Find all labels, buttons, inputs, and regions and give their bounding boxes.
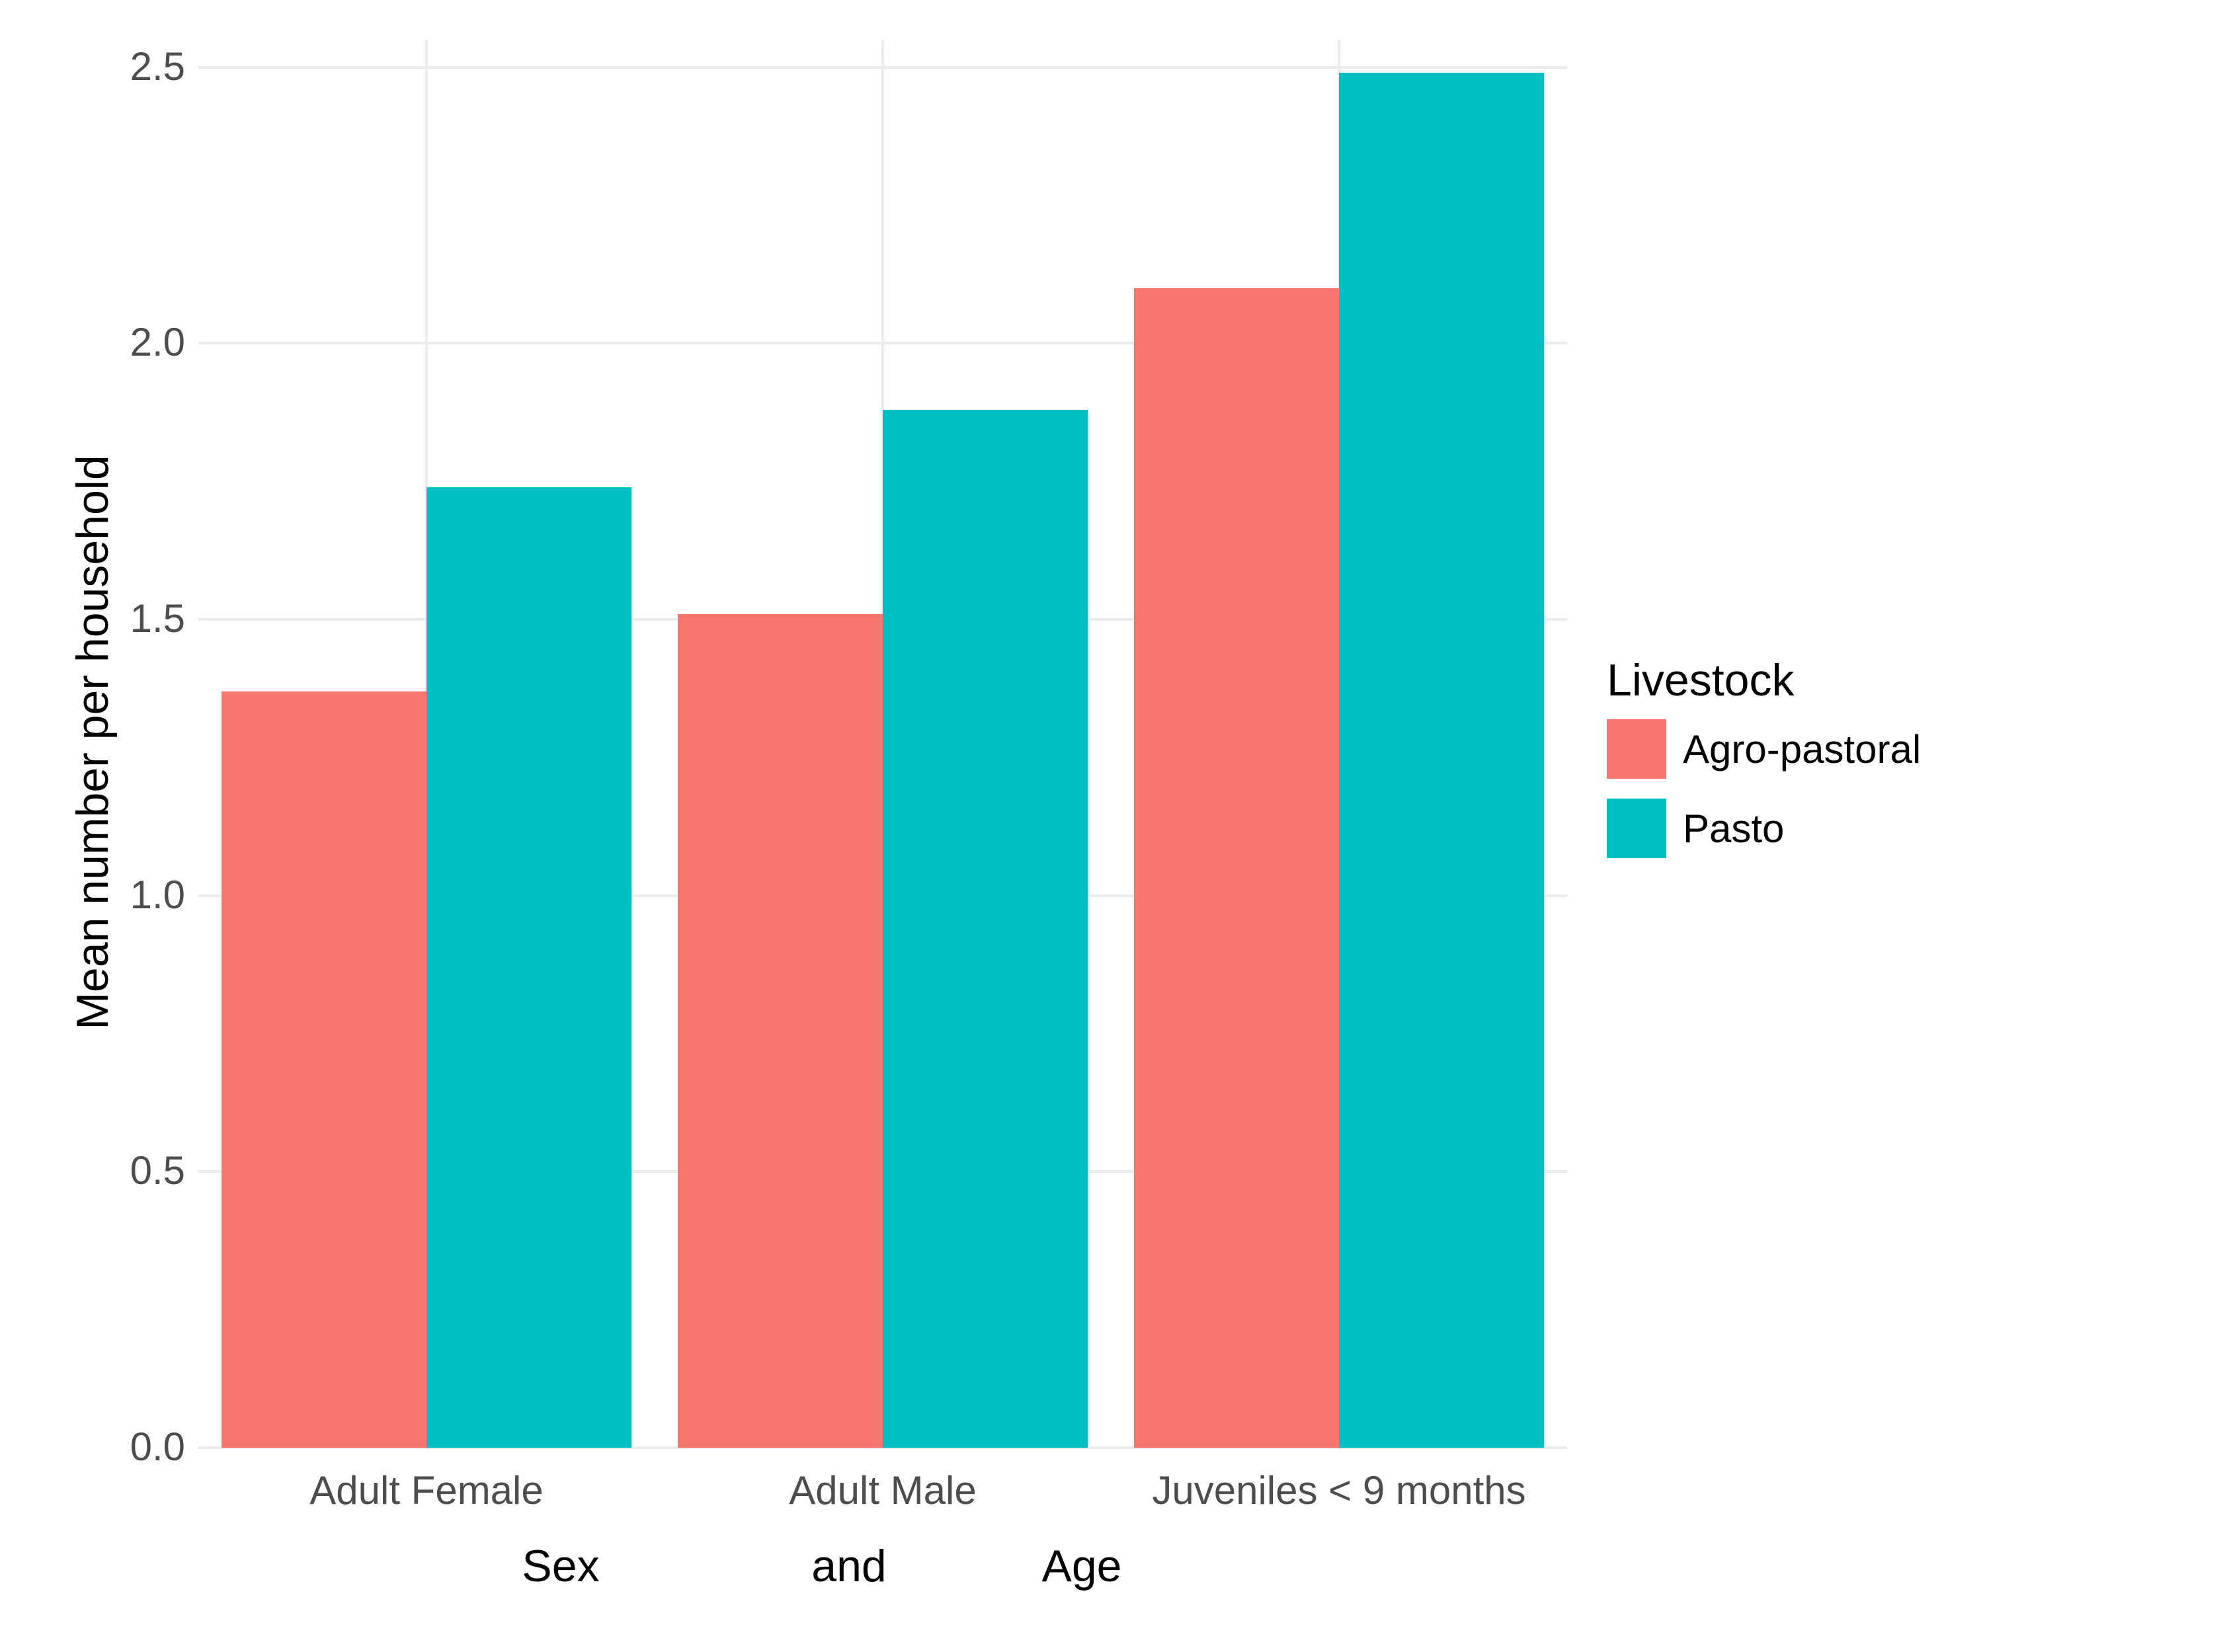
legend-swatch	[1607, 719, 1666, 779]
x-tick-label: Adult Female	[162, 1468, 691, 1513]
y-tick-label: 0.0	[130, 1424, 185, 1470]
bar	[222, 691, 426, 1448]
legend-item: Agro-pastoral	[1607, 719, 1921, 779]
bar	[1339, 73, 1544, 1448]
chart-root: 0.0 0.5 1.0 1.5 2.0 2.5 Adult FemaleAdult Male…	[0, 0, 2229, 1652]
legend-label: Agro-pastoral	[1683, 727, 1921, 772]
x-tick-label: Adult Male	[618, 1468, 1147, 1513]
bar	[1134, 288, 1339, 1448]
plot-area	[198, 40, 1567, 1448]
legend-title: Livestock	[1607, 654, 1794, 706]
y-axis-title: Mean number per household	[67, 81, 118, 1403]
y-tick-label: 1.0	[130, 872, 185, 918]
y-tick-label: 0.5	[130, 1148, 185, 1193]
legend-swatch	[1607, 799, 1666, 858]
y-tick-label: 2.0	[130, 319, 185, 365]
legend-item: Pasto	[1607, 799, 1784, 858]
y-tick-label: 1.5	[130, 596, 185, 641]
bar	[678, 614, 883, 1448]
legend-label: Pasto	[1683, 806, 1784, 851]
bar	[426, 487, 631, 1448]
x-tick-label: Juveniles < 9 months	[1074, 1468, 1603, 1513]
x-axis-title-word: Age	[883, 1540, 1280, 1592]
y-tick-label: 2.5	[130, 44, 185, 89]
bar	[883, 410, 1088, 1448]
